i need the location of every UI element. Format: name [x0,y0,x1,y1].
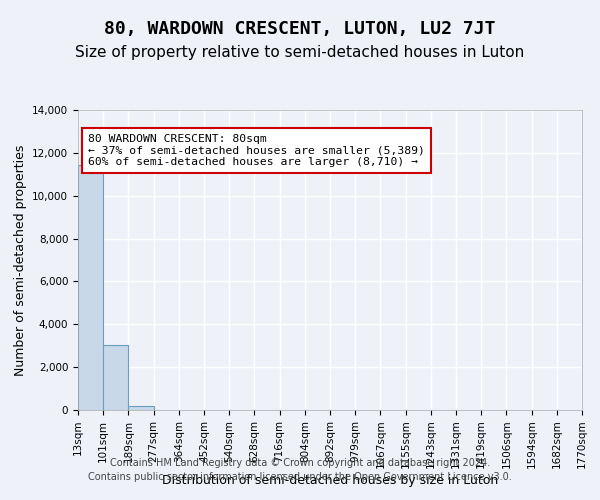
Text: Contains HM Land Registry data © Crown copyright and database right 2024.: Contains HM Land Registry data © Crown c… [110,458,490,468]
Y-axis label: Number of semi-detached properties: Number of semi-detached properties [14,144,26,376]
Text: Contains public sector information licensed under the Open Government Licence v3: Contains public sector information licen… [88,472,512,482]
Bar [128,406,154,410]
Text: Size of property relative to semi-detached houses in Luton: Size of property relative to semi-detach… [76,45,524,60]
Text: 80, WARDOWN CRESCENT, LUTON, LU2 7JT: 80, WARDOWN CRESCENT, LUTON, LU2 7JT [104,20,496,38]
Text: 80 WARDOWN CRESCENT: 80sqm
← 37% of semi-detached houses are smaller (5,389)
60%: 80 WARDOWN CRESCENT: 80sqm ← 37% of semi… [88,134,425,167]
Bar [78,164,103,410]
Bar [103,346,128,410]
X-axis label: Distribution of semi-detached houses by size in Luton: Distribution of semi-detached houses by … [162,474,498,487]
